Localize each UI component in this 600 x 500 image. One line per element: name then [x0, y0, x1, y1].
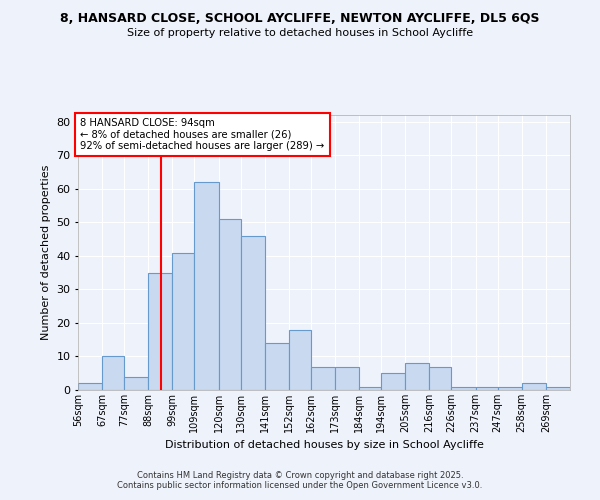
- Text: 8 HANSARD CLOSE: 94sqm
← 8% of detached houses are smaller (26)
92% of semi-deta: 8 HANSARD CLOSE: 94sqm ← 8% of detached …: [80, 118, 325, 151]
- Bar: [521, 384, 546, 390]
- Bar: [405, 363, 430, 390]
- Y-axis label: Number of detached properties: Number of detached properties: [41, 165, 50, 340]
- Bar: [430, 366, 451, 390]
- X-axis label: Distribution of detached houses by size in School Aycliffe: Distribution of detached houses by size …: [164, 440, 484, 450]
- Bar: [194, 182, 218, 390]
- Bar: [335, 366, 359, 390]
- Bar: [218, 219, 241, 390]
- Bar: [359, 386, 381, 390]
- Bar: [265, 343, 289, 390]
- Text: Contains HM Land Registry data © Crown copyright and database right 2025.
Contai: Contains HM Land Registry data © Crown c…: [118, 470, 482, 490]
- Bar: [497, 386, 521, 390]
- Text: 8, HANSARD CLOSE, SCHOOL AYCLIFFE, NEWTON AYCLIFFE, DL5 6QS: 8, HANSARD CLOSE, SCHOOL AYCLIFFE, NEWTO…: [60, 12, 540, 26]
- Bar: [124, 376, 148, 390]
- Bar: [451, 386, 476, 390]
- Bar: [381, 373, 405, 390]
- Bar: [102, 356, 124, 390]
- Bar: [241, 236, 265, 390]
- Text: Size of property relative to detached houses in School Aycliffe: Size of property relative to detached ho…: [127, 28, 473, 38]
- Bar: [311, 366, 335, 390]
- Bar: [172, 252, 194, 390]
- Bar: [546, 386, 570, 390]
- Bar: [148, 272, 172, 390]
- Bar: [289, 330, 311, 390]
- Bar: [78, 384, 102, 390]
- Bar: [476, 386, 497, 390]
